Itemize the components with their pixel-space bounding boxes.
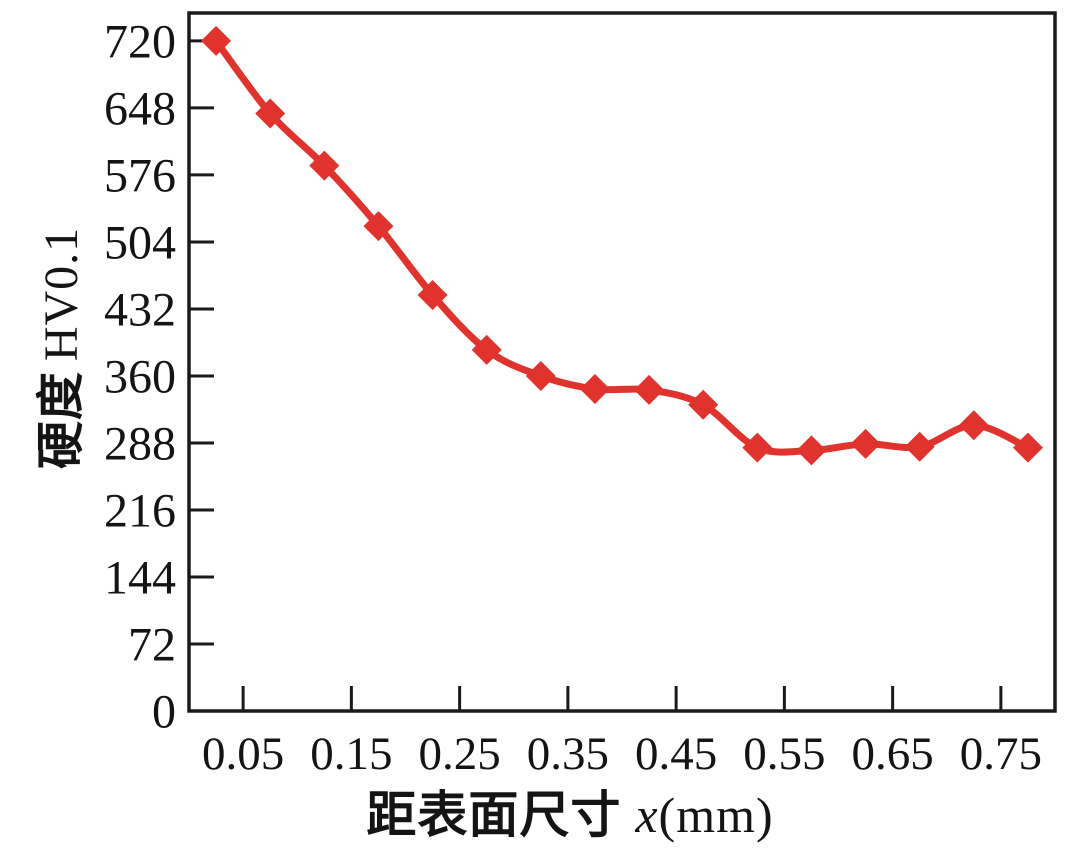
data-point-marker — [255, 98, 286, 129]
x-axis-title: 距表面尺寸 x(mm) — [140, 786, 1000, 844]
data-point-marker — [201, 25, 232, 56]
y-axis-title-text: 硬度 — [35, 371, 88, 470]
y-axis-title: 硬度 HV0.1 — [35, 226, 88, 470]
x-tick-label: 0.75 — [960, 728, 1042, 780]
data-point-marker — [309, 150, 340, 181]
x-tick-label: 0.25 — [419, 728, 501, 780]
data-point-marker — [579, 373, 610, 404]
y-tick-label: 288 — [104, 417, 176, 470]
y-tick-label: 144 — [104, 551, 176, 604]
data-point-marker — [796, 435, 827, 466]
data-point-marker — [471, 334, 502, 365]
data-point-marker — [634, 374, 665, 405]
y-tick-label: 216 — [104, 484, 176, 537]
x-axis-title-text: 距表面尺寸 — [366, 787, 622, 843]
x-tick-label: 0.65 — [852, 728, 934, 780]
plot-border — [187, 11, 1057, 713]
data-point-marker — [904, 431, 935, 462]
x-axis-title-variable: x — [635, 787, 659, 843]
data-point-marker — [850, 428, 881, 459]
y-tick-label: 504 — [104, 216, 176, 269]
y-tick-label: 0 — [152, 686, 176, 739]
y-axis-title-unit: HV0.1 — [35, 226, 88, 362]
data-point-marker — [742, 432, 773, 463]
x-axis-title-unit: (mm) — [658, 787, 774, 843]
x-tick-label: 0.35 — [527, 728, 609, 780]
data-point-marker — [417, 279, 448, 310]
y-tick-label: 432 — [104, 283, 176, 336]
y-tick-label: 648 — [104, 82, 176, 135]
x-tick-label: 0.55 — [743, 728, 825, 780]
data-point-marker — [688, 389, 719, 420]
x-tick-label: 0.45 — [635, 728, 717, 780]
hardness-series-line — [212, 37, 1032, 456]
data-point-marker — [363, 211, 394, 242]
data-point-marker — [958, 410, 989, 441]
y-tick-label: 576 — [104, 149, 176, 202]
data-point-marker — [1012, 432, 1043, 463]
x-tick-label: 0.15 — [310, 728, 392, 780]
y-tick-label: 72 — [128, 618, 176, 671]
x-tick-label: 0.05 — [202, 728, 284, 780]
data-point-marker — [525, 360, 556, 391]
y-tick-label: 720 — [104, 15, 176, 68]
y-tick-label: 360 — [104, 350, 176, 403]
